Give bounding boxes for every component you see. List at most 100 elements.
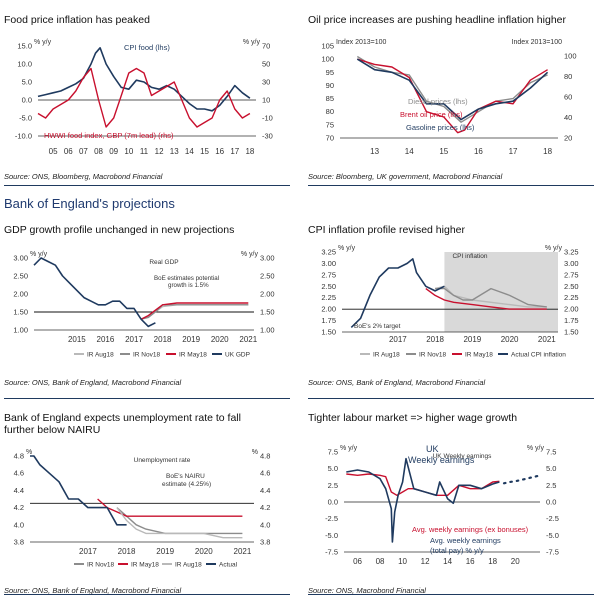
divider xyxy=(308,185,594,186)
y-tick-label-left: 5.0 xyxy=(22,78,32,87)
x-tick-label: 08 xyxy=(376,557,385,566)
series-line-ir-aug18 xyxy=(116,507,243,539)
y-tick-label-right: 1.50 xyxy=(564,328,579,337)
x-tick-label: 2020 xyxy=(211,335,229,344)
y-tick-label-left: 4.0 xyxy=(14,520,24,529)
x-tick-label: 2020 xyxy=(195,547,213,556)
series-line-ir-nov18 xyxy=(140,304,249,320)
y-tick-label-right: 40 xyxy=(564,113,572,122)
y-tick-label-left: 4.8 xyxy=(14,452,24,461)
x-tick-label: 18 xyxy=(543,147,552,156)
x-tick-label: 12 xyxy=(155,147,164,156)
y-tick-label-right: 4.8 xyxy=(260,452,270,461)
chart-title: UK Weekly earnings xyxy=(433,453,493,460)
series-line-uk-gdp xyxy=(33,257,156,328)
panel-title: GDP growth profile unchanged in new proj… xyxy=(4,224,235,236)
legend-label: IR Nov18 xyxy=(133,352,160,359)
x-tick-label: 08 xyxy=(94,147,103,156)
chart-title: Unemployment rate xyxy=(134,457,191,464)
y-tick-label-left: -7.5 xyxy=(325,548,338,557)
x-tick-label: 18 xyxy=(488,557,497,566)
x-tick-label: 17 xyxy=(230,147,239,156)
y-axis-label-left: % y/y xyxy=(340,445,358,452)
x-tick-label: 10 xyxy=(124,147,133,156)
x-tick-label: 15 xyxy=(439,147,448,156)
y-tick-label-right: 0.0 xyxy=(546,498,556,507)
series-line-cpi-food-lhs- xyxy=(37,47,251,112)
divider xyxy=(4,185,290,186)
x-tick-label: 20 xyxy=(511,557,520,566)
y-tick-label-left: 1.00 xyxy=(13,326,28,335)
x-tick-label: 07 xyxy=(79,147,88,156)
y-axis-label-right: % xyxy=(252,449,258,456)
y-tick-label-left: 1.75 xyxy=(321,316,336,325)
divider xyxy=(4,594,290,595)
series-line-actual-cpi-inflation xyxy=(350,258,445,328)
y-tick-label-left: 2.5 xyxy=(328,481,338,490)
y-tick-label-right: 2.00 xyxy=(260,290,275,299)
y-tick-label-right: 3.8 xyxy=(260,538,270,547)
y-tick-label-left: -2.5 xyxy=(325,514,338,523)
y-tick-label-right: 2.75 xyxy=(564,270,579,279)
y-tick-label-right: 10 xyxy=(262,96,270,105)
y-tick-label-left: 2.00 xyxy=(13,290,28,299)
y-tick-label-left: 70 xyxy=(326,134,334,143)
y-tick-label-right: 50 xyxy=(262,60,270,69)
legend-label: UK GDP xyxy=(225,352,250,359)
y-axis-label-right: % y/y xyxy=(243,39,261,46)
x-tick-label: 2017 xyxy=(389,335,407,344)
divider xyxy=(308,398,594,399)
y-axis-label-right: Index 2013=100 xyxy=(512,39,563,46)
x-tick-label: 11 xyxy=(140,147,149,156)
x-tick-label: 2019 xyxy=(182,335,200,344)
y-tick-label-left: -5.0 xyxy=(325,531,338,540)
y-tick-label-right: 7.5 xyxy=(546,448,556,457)
y-tick-label-left: 2.25 xyxy=(321,293,336,302)
x-tick-label: 09 xyxy=(109,147,118,156)
y-tick-label-left: 3.00 xyxy=(321,259,336,268)
y-tick-label-right: -10 xyxy=(262,114,273,123)
series-line-ir-nov18 xyxy=(435,287,547,308)
x-tick-label: 14 xyxy=(443,557,452,566)
y-tick-label-left: 0.0 xyxy=(328,498,338,507)
panel-source: Source: ONS, Bank of England, Macrobond … xyxy=(4,378,182,387)
section-heading: Bank of England's projections xyxy=(4,196,175,211)
x-tick-label: 17 xyxy=(509,147,518,156)
series-label: Avg. weekly earnings (ex bonuses) xyxy=(412,525,529,534)
y-tick-label-right: 5.0 xyxy=(546,464,556,473)
y-tick-label-left: 2.75 xyxy=(321,270,336,279)
y-axis-label-left: % y/y xyxy=(30,251,48,258)
x-tick-label: 06 xyxy=(353,557,362,566)
y-tick-label-right: 20 xyxy=(564,134,572,143)
panel-source: Source: Bloomberg, UK government, Macrob… xyxy=(308,172,503,181)
y-tick-label-left: 90 xyxy=(326,81,334,90)
y-axis-label-left: % y/y xyxy=(34,39,52,46)
x-tick-label: 14 xyxy=(185,147,194,156)
series-label: (total pay) % y/y xyxy=(430,546,484,555)
x-tick-label: 13 xyxy=(370,147,379,156)
x-tick-label: 2018 xyxy=(154,335,172,344)
panel-gdp: GDP growth profile unchanged in new proj… xyxy=(4,222,290,392)
chart-title: UK xyxy=(426,444,439,454)
y-tick-label-left: 85 xyxy=(326,94,334,103)
y-tick-label-left: 2.50 xyxy=(321,282,336,291)
legend-label: IR May18 xyxy=(179,352,207,359)
chart-oil: Index 2013=100 Index 2013=100105100959085… xyxy=(321,39,577,156)
x-tick-label: 18 xyxy=(245,147,254,156)
series-label: Avg. weekly earnings xyxy=(430,536,501,545)
y-tick-label-right: 80 xyxy=(564,72,572,81)
y-tick-label-right: 2.5 xyxy=(546,481,556,490)
panel-title: Oil price increases are pushing headline… xyxy=(308,14,566,26)
y-tick-label-right: -7.5 xyxy=(546,548,559,557)
x-tick-label: 14 xyxy=(405,147,414,156)
y-tick-label-right: 4.2 xyxy=(260,503,270,512)
x-tick-label: 15 xyxy=(200,147,209,156)
y-tick-label-right: 30 xyxy=(262,78,270,87)
panel-source: Source: ONS, Bloomberg, Macrobond Financ… xyxy=(4,172,163,181)
chart-title: CPI inflation xyxy=(452,253,487,260)
legend-label: IR May18 xyxy=(465,352,493,359)
y-tick-label-left: 15.0 xyxy=(17,42,32,51)
y-tick-label-left: 4.6 xyxy=(14,469,24,478)
y-tick-label-right: 100 xyxy=(564,52,577,61)
y-tick-label-right: 70 xyxy=(262,42,270,51)
